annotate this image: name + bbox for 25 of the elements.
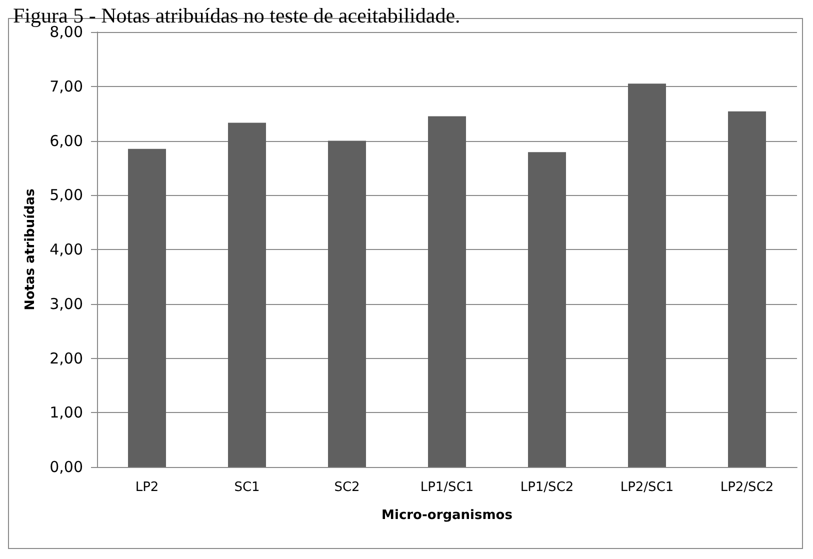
y-tick-label: 2,00: [50, 349, 83, 368]
y-tick-label: 4,00: [50, 240, 83, 258]
x-tick-label: SC1: [234, 480, 260, 495]
bar: [228, 122, 266, 467]
y-tick-label: 6,00: [50, 132, 83, 150]
bar: [328, 140, 366, 467]
x-tick-label: LP2: [135, 480, 159, 495]
bar: [728, 111, 766, 467]
y-tick-label: 8,00: [50, 23, 83, 41]
x-tick-label: LP2/SC2: [720, 480, 774, 495]
x-tick-label: SC2: [334, 480, 360, 495]
y-axis-title: Notas atribuídas: [23, 188, 38, 310]
bar: [628, 84, 666, 467]
x-axis-title: Micro-organismos: [382, 508, 513, 523]
bar: [128, 148, 166, 467]
x-tick-label: LP1/SC1: [420, 480, 474, 495]
bar: [428, 116, 466, 467]
y-tick-label: 3,00: [50, 294, 83, 313]
y-tick-label: 1,00: [50, 404, 83, 422]
y-tick-label: 0,00: [50, 458, 83, 476]
y-tick-label: 5,00: [50, 186, 83, 204]
y-tick-label: 7,00: [50, 77, 83, 96]
bar: [528, 152, 566, 467]
x-tick-label: LP1/SC2: [520, 480, 574, 495]
x-tick-label: LP2/SC1: [620, 480, 674, 495]
